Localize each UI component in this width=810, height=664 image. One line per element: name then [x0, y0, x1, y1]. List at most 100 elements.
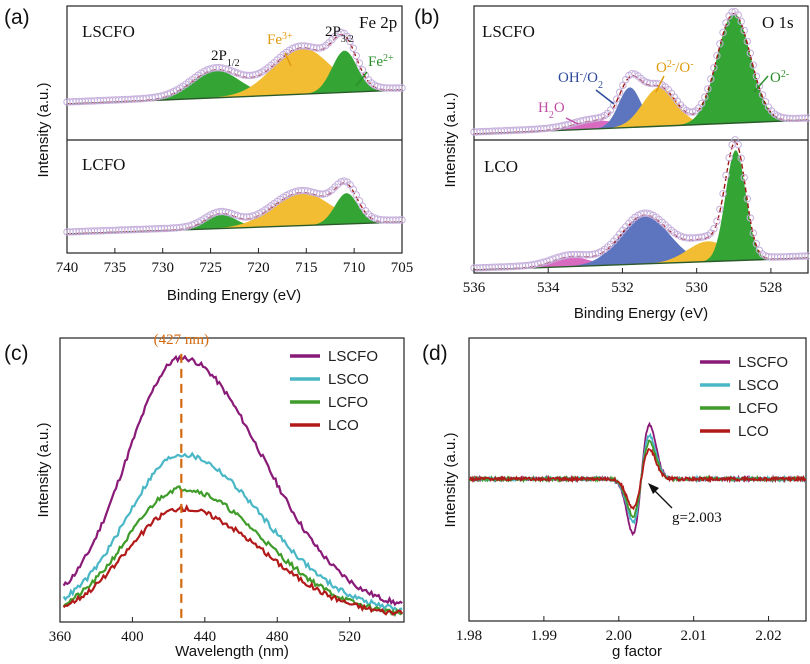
- panel-b-sample-bottom: LCO: [484, 157, 518, 176]
- ann-oh: OH-/O2: [558, 69, 603, 91]
- x-tick-label: 2.01: [681, 628, 707, 644]
- xps-data-point: [224, 66, 233, 74]
- ann-fe2: Fe2+: [368, 53, 394, 71]
- xps-data-point: [710, 225, 718, 233]
- xps-data-point: [616, 88, 624, 97]
- xps-data-point: [734, 140, 742, 149]
- legend-label: LSCFO: [328, 348, 378, 365]
- xps-data-point: [716, 40, 724, 48]
- xps-data-point: [610, 101, 618, 109]
- panel-a-bottom-plot: [63, 177, 406, 236]
- x-tick-label: 528: [760, 280, 783, 296]
- xps-data-point: [746, 49, 754, 57]
- xps-data-point: [740, 26, 748, 35]
- legend-label: LSCO: [738, 377, 779, 394]
- panel-c-x-ticks: 360 400 440 480 520: [49, 617, 361, 645]
- x-tick-label: 360: [49, 629, 72, 645]
- panel-d: (d) LSCFO LSCO LCFO LCO g=2.003 1.98 1.99 2.0…: [422, 337, 807, 660]
- legend-label: LCFO: [738, 400, 778, 417]
- x-tick-label: 536: [463, 280, 486, 296]
- panel-d-xlabel: g factor: [612, 643, 662, 660]
- xps-data-point: [743, 37, 751, 46]
- ann-fe3: Fe3+: [267, 31, 293, 49]
- xps-data-point: [737, 154, 745, 162]
- panel-d-g-arrow: [653, 489, 673, 509]
- panel-b-label: (b): [414, 6, 440, 29]
- panel-d-label: (d): [422, 342, 448, 365]
- xps-data-point: [355, 197, 364, 205]
- legend-label: LSCFO: [738, 354, 788, 371]
- panel-a-ylabel: Intensity (a.u.): [35, 82, 52, 177]
- xps-data-point: [725, 154, 733, 162]
- panel-a-x-ticks: 740 735 730 725 720 715 710 705: [56, 248, 414, 276]
- xps-data-point: [252, 70, 260, 79]
- xps-data-point: [346, 37, 354, 46]
- xps-data-point: [713, 52, 721, 60]
- ann-o2: O2-/O-: [656, 59, 694, 77]
- panel-b-ylabel: Intensity (a.u.): [442, 92, 459, 187]
- xps-peak-area: [67, 214, 402, 234]
- xps-data-point: [337, 28, 345, 37]
- pl-series-lscfo: [62, 354, 403, 607]
- panel-d-g-arrowhead: [648, 483, 659, 494]
- panel-a-frame: [66, 5, 403, 254]
- panel-c-label: (c): [4, 342, 29, 365]
- xps-data-point: [746, 214, 754, 222]
- xps-data-point: [722, 171, 730, 180]
- panel-a-xlabel: Binding Energy (eV): [167, 287, 301, 304]
- xps-data-point: [698, 99, 706, 108]
- panel-a-top-plot: [63, 28, 406, 106]
- ann-fe3-arrow: [284, 52, 292, 67]
- xps-data-point: [722, 19, 730, 27]
- xps-data-point: [804, 252, 810, 260]
- panel-c-xlabel: Wavelength (nm): [175, 643, 289, 660]
- xps-data-point: [801, 252, 809, 260]
- xps-data-point: [349, 185, 357, 194]
- ann-2p12: 2P1/2: [211, 48, 240, 69]
- legend-label: LCO: [738, 423, 769, 440]
- xps-data-point: [719, 28, 727, 37]
- panel-b-title-right: O 1s: [762, 13, 794, 32]
- x-tick-label: 480: [266, 629, 289, 645]
- xps-peak-area: [474, 215, 808, 270]
- x-tick-label: 400: [121, 629, 144, 645]
- xps-peak-area: [474, 150, 808, 270]
- xps-data-point: [707, 75, 715, 83]
- xps-data-point: [398, 216, 406, 224]
- panel-b: (b) LSCFO LCO O 1s H2O OH-/O2 O2-/O- O2-…: [414, 5, 810, 322]
- xps-data-point: [628, 70, 636, 78]
- panel-b-top-plot: [470, 8, 810, 136]
- xps-data-point: [619, 81, 627, 90]
- xps-data-point: [749, 229, 757, 237]
- panel-c-frame: [59, 337, 405, 623]
- legend-label: LCFO: [328, 394, 368, 411]
- xps-data-point: [701, 93, 709, 101]
- panel-a-sample-bottom: LCFO: [82, 155, 125, 174]
- panel-c: (c) (427 nm) LSCFO LSCO LCFO LCO 360 400 440 4…: [4, 332, 405, 660]
- pl-series-lco: [62, 503, 404, 616]
- xps-peak-area: [67, 193, 402, 234]
- xps-data-point: [734, 11, 742, 19]
- xps-data-point: [340, 177, 348, 185]
- xps-peak-area: [474, 13, 808, 135]
- xps-data-point: [713, 217, 721, 225]
- x-tick-label: 705: [391, 260, 414, 276]
- xps-data-point: [349, 44, 357, 52]
- panel-d-plot: [468, 421, 807, 537]
- ann-olat: O2-: [770, 69, 789, 87]
- xps-data-point: [398, 84, 406, 92]
- ann-o2-arrow: [655, 75, 665, 93]
- xps-data-point: [613, 95, 621, 103]
- xps-data-point: [755, 82, 764, 91]
- xps-data-point: [801, 114, 809, 122]
- xps-peak-area: [67, 70, 402, 104]
- panel-c-legend: LSCFO LSCO LCFO LCO: [290, 348, 378, 434]
- x-tick-label: 532: [611, 280, 634, 296]
- panel-a-title-right: Fe 2p: [359, 13, 397, 32]
- x-tick-label: 2.00: [606, 628, 632, 644]
- xps-data-point: [758, 91, 767, 99]
- panel-b-bottom-plot: [470, 136, 810, 272]
- ann-h2o-arrow: [565, 117, 579, 125]
- xps-data-point: [249, 212, 257, 220]
- xps-data-point: [395, 84, 403, 92]
